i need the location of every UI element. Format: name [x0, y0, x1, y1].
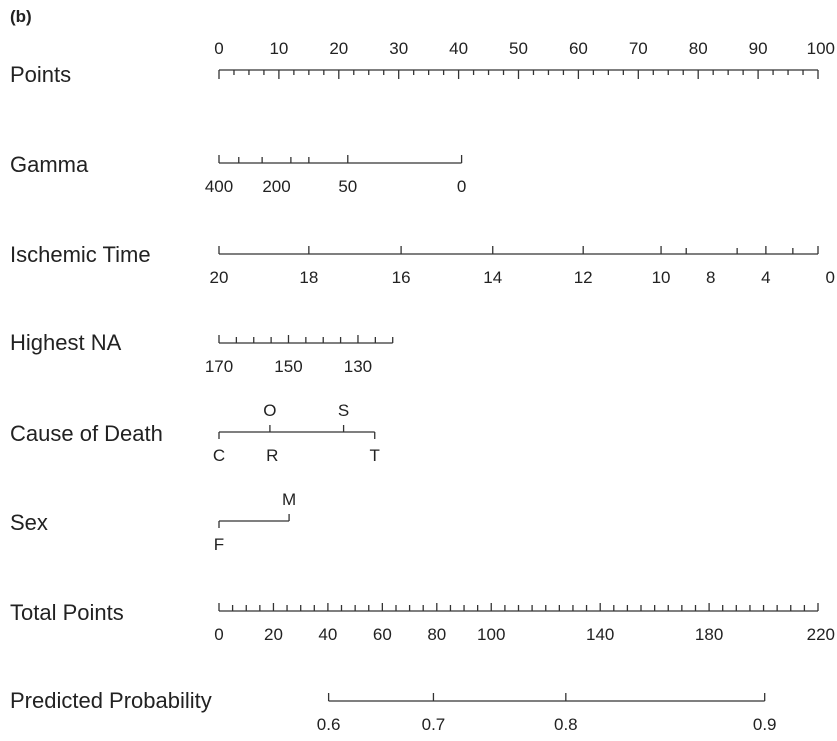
tick-label-sex: F [214, 535, 224, 554]
row-highest-na: Highest NA 170 150 130 [10, 330, 394, 376]
row-label-points: Points [10, 62, 71, 87]
tick-label-predicted-probability: 0.7 [422, 715, 446, 734]
row-label-highest-na: Highest NA [10, 330, 122, 355]
tick-label-gamma: 200 [262, 177, 290, 196]
tick-label-total-points: 20 [264, 625, 283, 644]
tick-label-points: 60 [569, 39, 588, 58]
tick-label-sex: M [282, 490, 296, 509]
tick-label-gamma: 0 [457, 177, 466, 196]
tick-label-gamma: 50 [338, 177, 357, 196]
tick-label-cause-of-death: R [266, 446, 278, 465]
tick-label-points: 70 [629, 39, 648, 58]
tick-label-total-points: 0 [214, 625, 223, 644]
tick-label-total-points: 60 [373, 625, 392, 644]
tick-label-cause-of-death: S [338, 401, 349, 420]
tick-label-cause-of-death: C [213, 446, 225, 465]
tick-label-predicted-probability: 0.9 [753, 715, 777, 734]
tick-label-gamma: 400 [205, 177, 233, 196]
tick-label-points: 90 [749, 39, 768, 58]
tick-label-ischemic-time: 4 [761, 268, 770, 287]
panel-label: (b) [10, 7, 32, 26]
tick-label-total-points: 80 [427, 625, 446, 644]
tick-label-ischemic-time: 20 [210, 268, 229, 287]
row-gamma: Gamma 400 200 50 0 [10, 152, 466, 196]
tick-label-points: 10 [269, 39, 288, 58]
tick-label-ischemic-time: 12 [574, 268, 593, 287]
row-ischemic-time: Ischemic Time 20 18 16 14 12 10 8 4 0 [10, 242, 835, 287]
row-label-total-points: Total Points [10, 600, 124, 625]
tick-label-points: 40 [449, 39, 468, 58]
row-total-points: Total Points 0 20 40 60 80 100 140 180 220 [10, 600, 835, 644]
tick-label-cause-of-death: O [263, 401, 276, 420]
row-points: Points 0 10 20 30 40 50 60 70 80 90 100 [10, 39, 835, 87]
tick-label-predicted-probability: 0.8 [554, 715, 578, 734]
row-label-sex: Sex [10, 510, 48, 535]
tick-label-cause-of-death: T [370, 446, 380, 465]
tick-label-points: 50 [509, 39, 528, 58]
tick-label-ischemic-time: 0 [826, 268, 835, 287]
tick-label-highest-na: 150 [274, 357, 302, 376]
tick-label-points: 100 [807, 39, 835, 58]
row-predicted-probability: Predicted Probability 0.6 0.7 0.8 0.9 [10, 688, 777, 734]
row-cause-of-death: Cause of Death C O R S T [10, 401, 380, 465]
tick-label-highest-na: 130 [344, 357, 372, 376]
tick-label-ischemic-time: 18 [299, 268, 318, 287]
tick-label-highest-na: 170 [205, 357, 233, 376]
tick-label-ischemic-time: 14 [483, 268, 502, 287]
tick-label-total-points: 140 [586, 625, 614, 644]
row-label-predicted-probability: Predicted Probability [10, 688, 212, 713]
row-label-cause-of-death: Cause of Death [10, 421, 163, 446]
tick-label-points: 30 [389, 39, 408, 58]
row-label-ischemic-time: Ischemic Time [10, 242, 151, 267]
tick-label-ischemic-time: 10 [652, 268, 671, 287]
tick-label-predicted-probability: 0.6 [317, 715, 341, 734]
tick-label-points: 80 [689, 39, 708, 58]
tick-label-total-points: 180 [695, 625, 723, 644]
tick-label-total-points: 40 [318, 625, 337, 644]
row-sex: Sex M F [10, 490, 296, 554]
tick-label-points: 0 [214, 39, 223, 58]
tick-label-points: 20 [329, 39, 348, 58]
row-label-gamma: Gamma [10, 152, 89, 177]
tick-label-total-points: 100 [477, 625, 505, 644]
tick-label-ischemic-time: 8 [706, 268, 715, 287]
tick-label-ischemic-time: 16 [392, 268, 411, 287]
tick-label-total-points: 220 [807, 625, 835, 644]
